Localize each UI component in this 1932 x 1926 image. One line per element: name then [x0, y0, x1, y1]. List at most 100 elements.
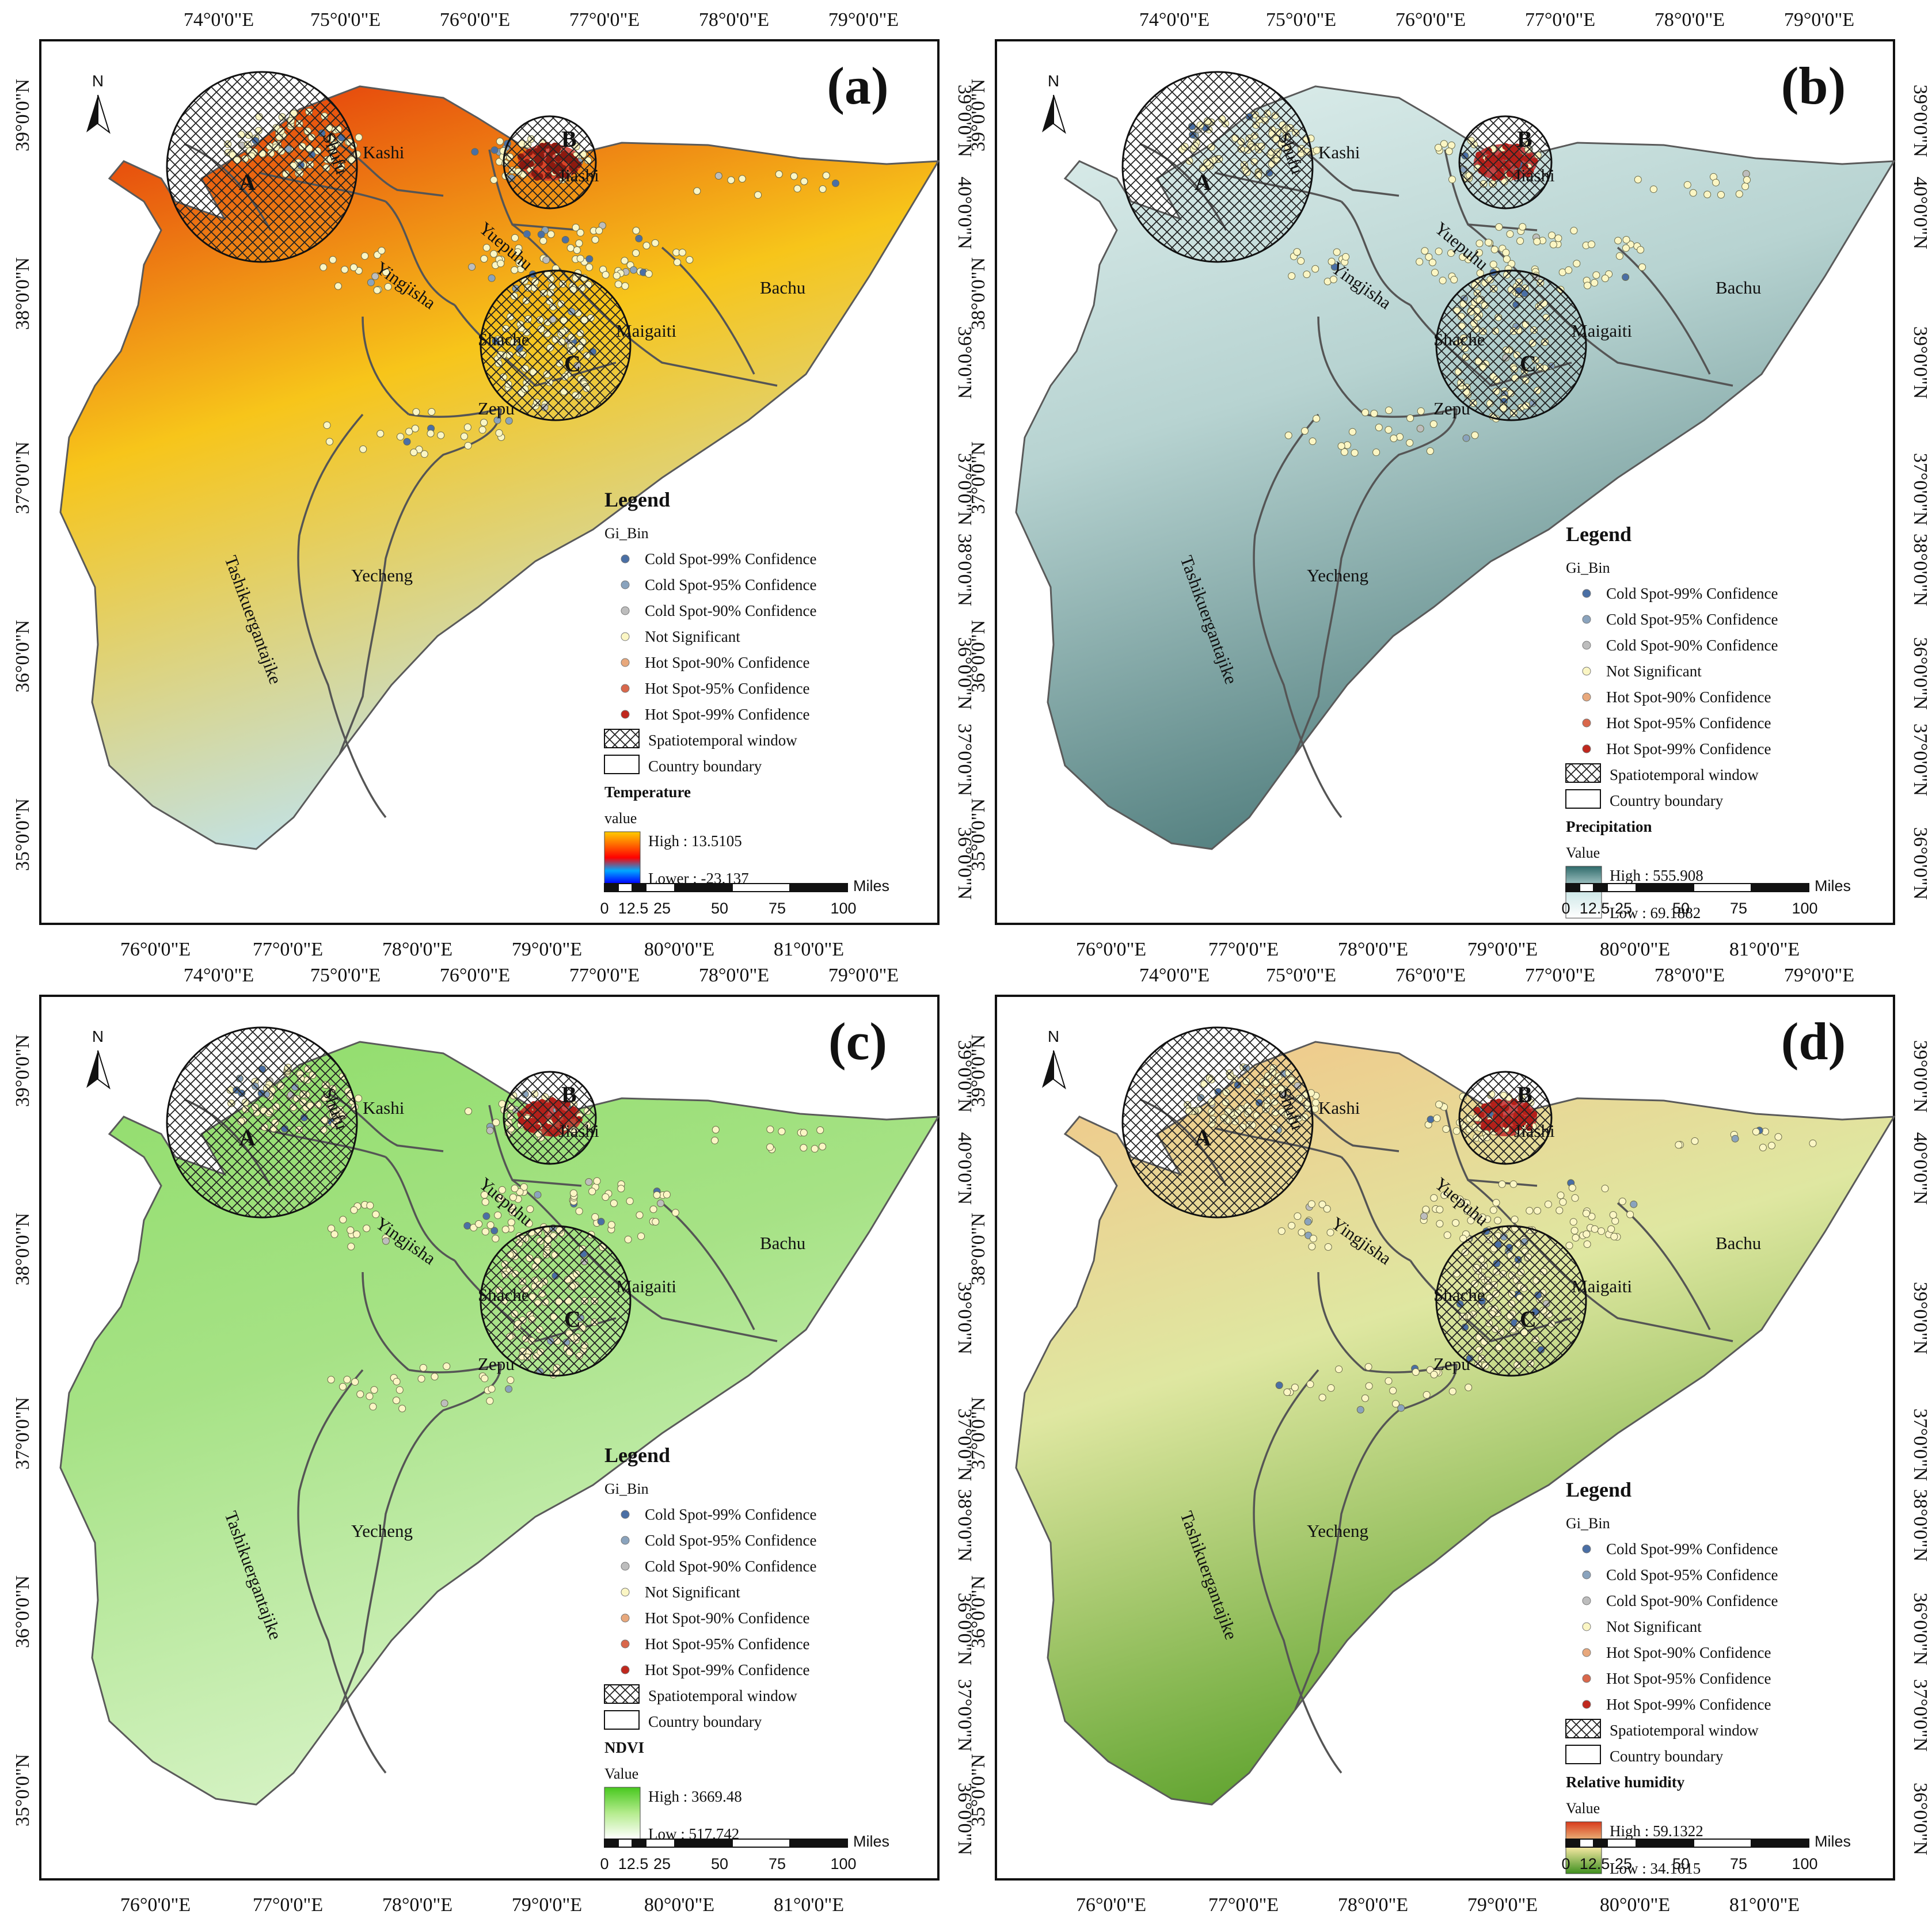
gi-point — [347, 1226, 355, 1234]
longitude-label-bottom: 79°0'0"E — [1467, 939, 1538, 960]
gi-point — [1571, 1194, 1579, 1202]
gi-point — [1440, 1191, 1448, 1199]
gi-point — [649, 1205, 657, 1213]
gi-point — [1735, 190, 1743, 198]
scale-bar: Miles 0 12.5 25 50 75 100 — [1561, 1833, 1851, 1872]
latitude-label-left: 38°0'0"N — [12, 1213, 33, 1285]
gi-point — [534, 1191, 542, 1199]
gi-point — [1275, 1381, 1283, 1390]
longitude-label-top: 76°0'0"E — [1395, 9, 1466, 31]
legend-boundary-label: Country boundary — [648, 1713, 762, 1730]
legend-item-label: Hot Spot-90% Confidence — [1606, 688, 1771, 706]
county-boundary-line — [339, 1364, 502, 1710]
study-area-raster — [1015, 1041, 1896, 1806]
gi-point — [754, 191, 762, 199]
north-arrow-icon: N — [86, 72, 111, 134]
gi-point — [778, 1128, 786, 1136]
latitude-label-right: 38°0'0"N — [1910, 534, 1931, 606]
gi-point — [490, 176, 498, 184]
county-label: Bachu — [1716, 277, 1761, 298]
window-label-a: A — [1195, 1125, 1211, 1151]
gi-point — [482, 243, 490, 252]
scale-tick: 25 — [1615, 1855, 1632, 1872]
gi-point — [576, 229, 584, 237]
legend-window-swatch — [1565, 1719, 1601, 1738]
latitude-label-left: 36°0'0"N — [968, 620, 989, 692]
gi-point — [1447, 249, 1455, 257]
longitude-label-bottom: 77°0'0"E — [253, 1894, 323, 1916]
county-boundary-line — [661, 1202, 755, 1330]
gi-point — [1430, 1371, 1438, 1379]
gi-point — [481, 1191, 488, 1199]
gi-point — [1351, 449, 1359, 457]
gi-point — [1548, 231, 1556, 239]
gi-point — [463, 423, 471, 431]
color-ramp — [604, 831, 641, 884]
gi-point — [1412, 1368, 1420, 1376]
legend-swatch — [621, 1639, 630, 1649]
gi-point — [614, 280, 622, 288]
gi-point — [428, 408, 436, 416]
gi-point — [403, 437, 411, 446]
gi-point — [490, 1227, 499, 1235]
legend: Legend Gi_Bin Cold Spot-99% Confidence Cold… — [1565, 523, 1778, 922]
gi-point — [339, 1383, 347, 1391]
gi-point — [1448, 1387, 1456, 1395]
longitude-label-bottom: 78°0'0"E — [1338, 1894, 1408, 1916]
gi-point — [1495, 223, 1503, 231]
window-label-b: B — [561, 126, 577, 152]
gi-point — [1475, 239, 1484, 248]
legend: Legend Gi_Bin Cold Spot-99% Confidence Cold… — [604, 1444, 816, 1843]
gi-point — [523, 230, 531, 238]
gi-point — [657, 1200, 664, 1207]
legend-item-label: Cold Spot-90% Confidence — [645, 1558, 816, 1575]
gi-point — [372, 1211, 380, 1219]
longitude-label-top: 79°0'0"E — [828, 965, 899, 986]
window-label-c: C — [564, 351, 581, 376]
latitude-label-left: 38°0'0"N — [12, 257, 33, 330]
gi-point — [1443, 1231, 1451, 1239]
legend-swatch — [1582, 1674, 1591, 1683]
legend-swatch — [1582, 744, 1591, 753]
gi-point — [1768, 1141, 1775, 1149]
gi-point — [585, 255, 594, 263]
legend-swatch — [621, 1536, 630, 1545]
gi-point — [1385, 1377, 1393, 1385]
gi-point — [1277, 1227, 1286, 1235]
window-label-a: A — [1195, 169, 1211, 195]
gi-point — [1478, 1213, 1486, 1221]
gi-point — [1426, 447, 1434, 455]
window-label-b: B — [561, 1082, 577, 1107]
gi-point — [366, 1392, 374, 1400]
longitude-label-bottom: 80°0'0"E — [1600, 939, 1670, 960]
gi-point — [1557, 1192, 1565, 1200]
gi-point — [1502, 249, 1510, 257]
legend-item-label: Hot Spot-95% Confidence — [1606, 1670, 1771, 1687]
latitude-label-right: 36°0'0"N — [954, 1783, 975, 1855]
legend-item-label: Cold Spot-95% Confidence — [645, 1532, 816, 1549]
longitude-label-top: 79°0'0"E — [1784, 9, 1854, 31]
gi-point — [714, 172, 722, 180]
gi-point — [1556, 1206, 1564, 1215]
longitude-label-top: 77°0'0"E — [1525, 9, 1595, 31]
gi-point — [1689, 189, 1697, 197]
county-boundary-line — [1617, 246, 1711, 375]
gi-point — [1809, 1139, 1817, 1147]
gi-point — [1572, 1234, 1580, 1242]
gi-point — [816, 1126, 824, 1134]
window-label-b: B — [1517, 1082, 1532, 1107]
gi-point — [468, 263, 476, 271]
ramp-low-label: Low : 69.1882 — [1610, 904, 1701, 922]
gi-point — [1308, 1243, 1316, 1251]
latitude-label-left: 39°0'0"N — [968, 1034, 989, 1107]
gi-point — [1622, 273, 1630, 281]
gi-point — [398, 1404, 406, 1413]
gi-point — [1549, 241, 1557, 249]
gi-point — [488, 1385, 496, 1393]
gi-point — [1565, 266, 1573, 274]
gi-point — [1283, 1388, 1291, 1396]
latitude-label-left: 35°0'0"N — [12, 1754, 33, 1826]
longitude-label-top: 78°0'0"E — [1655, 9, 1725, 31]
gi-point — [417, 1375, 425, 1383]
legend-item-label: Cold Spot-99% Confidence — [1606, 1540, 1778, 1558]
